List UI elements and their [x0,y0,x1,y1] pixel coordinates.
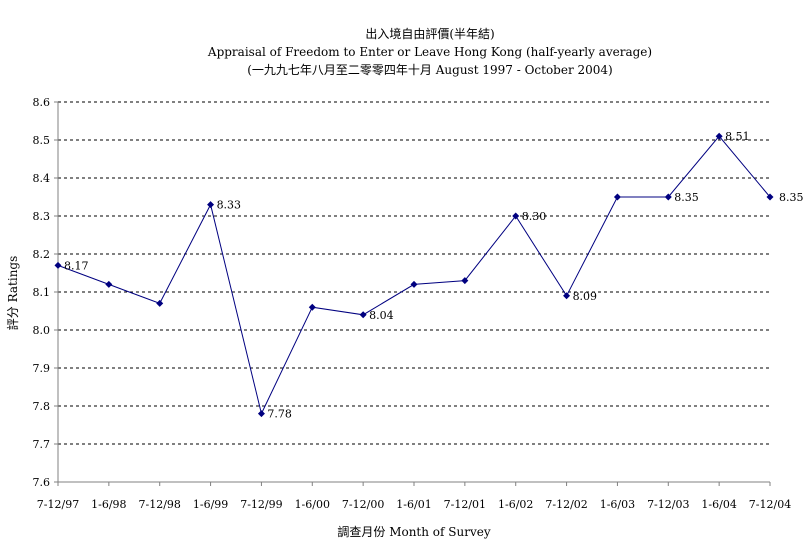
x-tick-label: 1-6/02 [498,498,533,511]
y-tick-label: 8.6 [33,96,51,109]
chart-subtitle-range: (一九九七年八月至二零零四年十月 August 1997 - October 2… [247,63,612,77]
data-point-marker [613,193,621,201]
data-point-marker [512,212,520,220]
grid-lines [58,101,770,445]
y-tick-label: 8.2 [33,248,51,261]
data-point-marker [766,193,774,201]
x-tick-label: 1-6/98 [91,498,126,511]
data-label: 8.35 [779,191,804,204]
data-label: 8.51 [725,130,750,143]
y-tick-label: 8.5 [33,134,51,147]
data-point-marker [207,201,215,209]
data-markers [54,132,774,418]
data-point-marker [257,410,265,418]
x-tick-label: 7-12/98 [139,498,181,511]
x-tick-label: 7-12/01 [444,498,486,511]
x-tick-label: 7-12/04 [749,498,791,511]
y-tick-label: 8.4 [33,172,51,185]
data-point-marker [156,299,164,307]
axes [54,101,771,486]
y-tick-label: 8.3 [33,210,51,223]
x-tick-label: 1-6/04 [701,498,736,511]
y-tick-label: 8.0 [33,324,51,337]
chart-subtitle: Appraisal of Freedom to Enter or Leave H… [207,45,652,59]
x-tick-label: 1-6/00 [295,498,330,511]
x-tick-labels: 7-12/97 1-6/98 7-12/98 1-6/99 7-12/99 1-6/00 7… [37,498,791,511]
data-point-marker [105,280,113,288]
y-tick-label: 7.8 [33,400,51,413]
x-tick-label: 7-12/02 [545,498,587,511]
data-label: 8.33 [217,199,242,212]
y-tick-label: 7.7 [33,438,51,451]
data-label: 8.35 [674,191,699,204]
data-labels: 8.17 8.33 7.78 8.04 8.30 8.09 8.35 8.51 8.35 [64,130,804,420]
data-point-marker [410,280,418,288]
x-tick-label: 7-12/03 [647,498,689,511]
y-tick-label: 8.1 [33,286,51,299]
data-point-marker [461,277,469,285]
x-tick-label: 7-12/99 [240,498,282,511]
y-tick-label: 7.6 [33,476,51,489]
data-label: 8.17 [64,259,89,272]
x-tick-label: 1-6/99 [193,498,228,511]
chart-title: 出入境自由評價(半年結) [365,26,494,41]
x-tick-label: 7-12/00 [342,498,384,511]
x-tick-label: 7-12/97 [37,498,79,511]
y-axis-label: 評分 Ratings [5,256,20,331]
x-tick-label: 1-6/03 [600,498,635,511]
data-label: 8.30 [522,210,547,223]
data-point-marker [715,132,723,140]
data-point-marker [664,193,672,201]
data-point-marker [359,311,367,319]
data-label: 7.78 [267,408,292,421]
data-point-marker [563,292,571,300]
y-tick-label: 7.9 [33,362,51,375]
data-label: 8.04 [369,309,394,322]
x-tick-label: 1-6/01 [396,498,431,511]
data-label: 8.09 [573,290,598,303]
x-axis-label: 調查月份 Month of Survey [337,525,490,539]
y-tick-labels: 8.6 8.5 8.4 8.3 8.2 8.1 8.0 7.9 7.8 7.7 7.6 [33,96,51,489]
data-point-marker [54,261,62,269]
data-point-marker [308,303,316,311]
